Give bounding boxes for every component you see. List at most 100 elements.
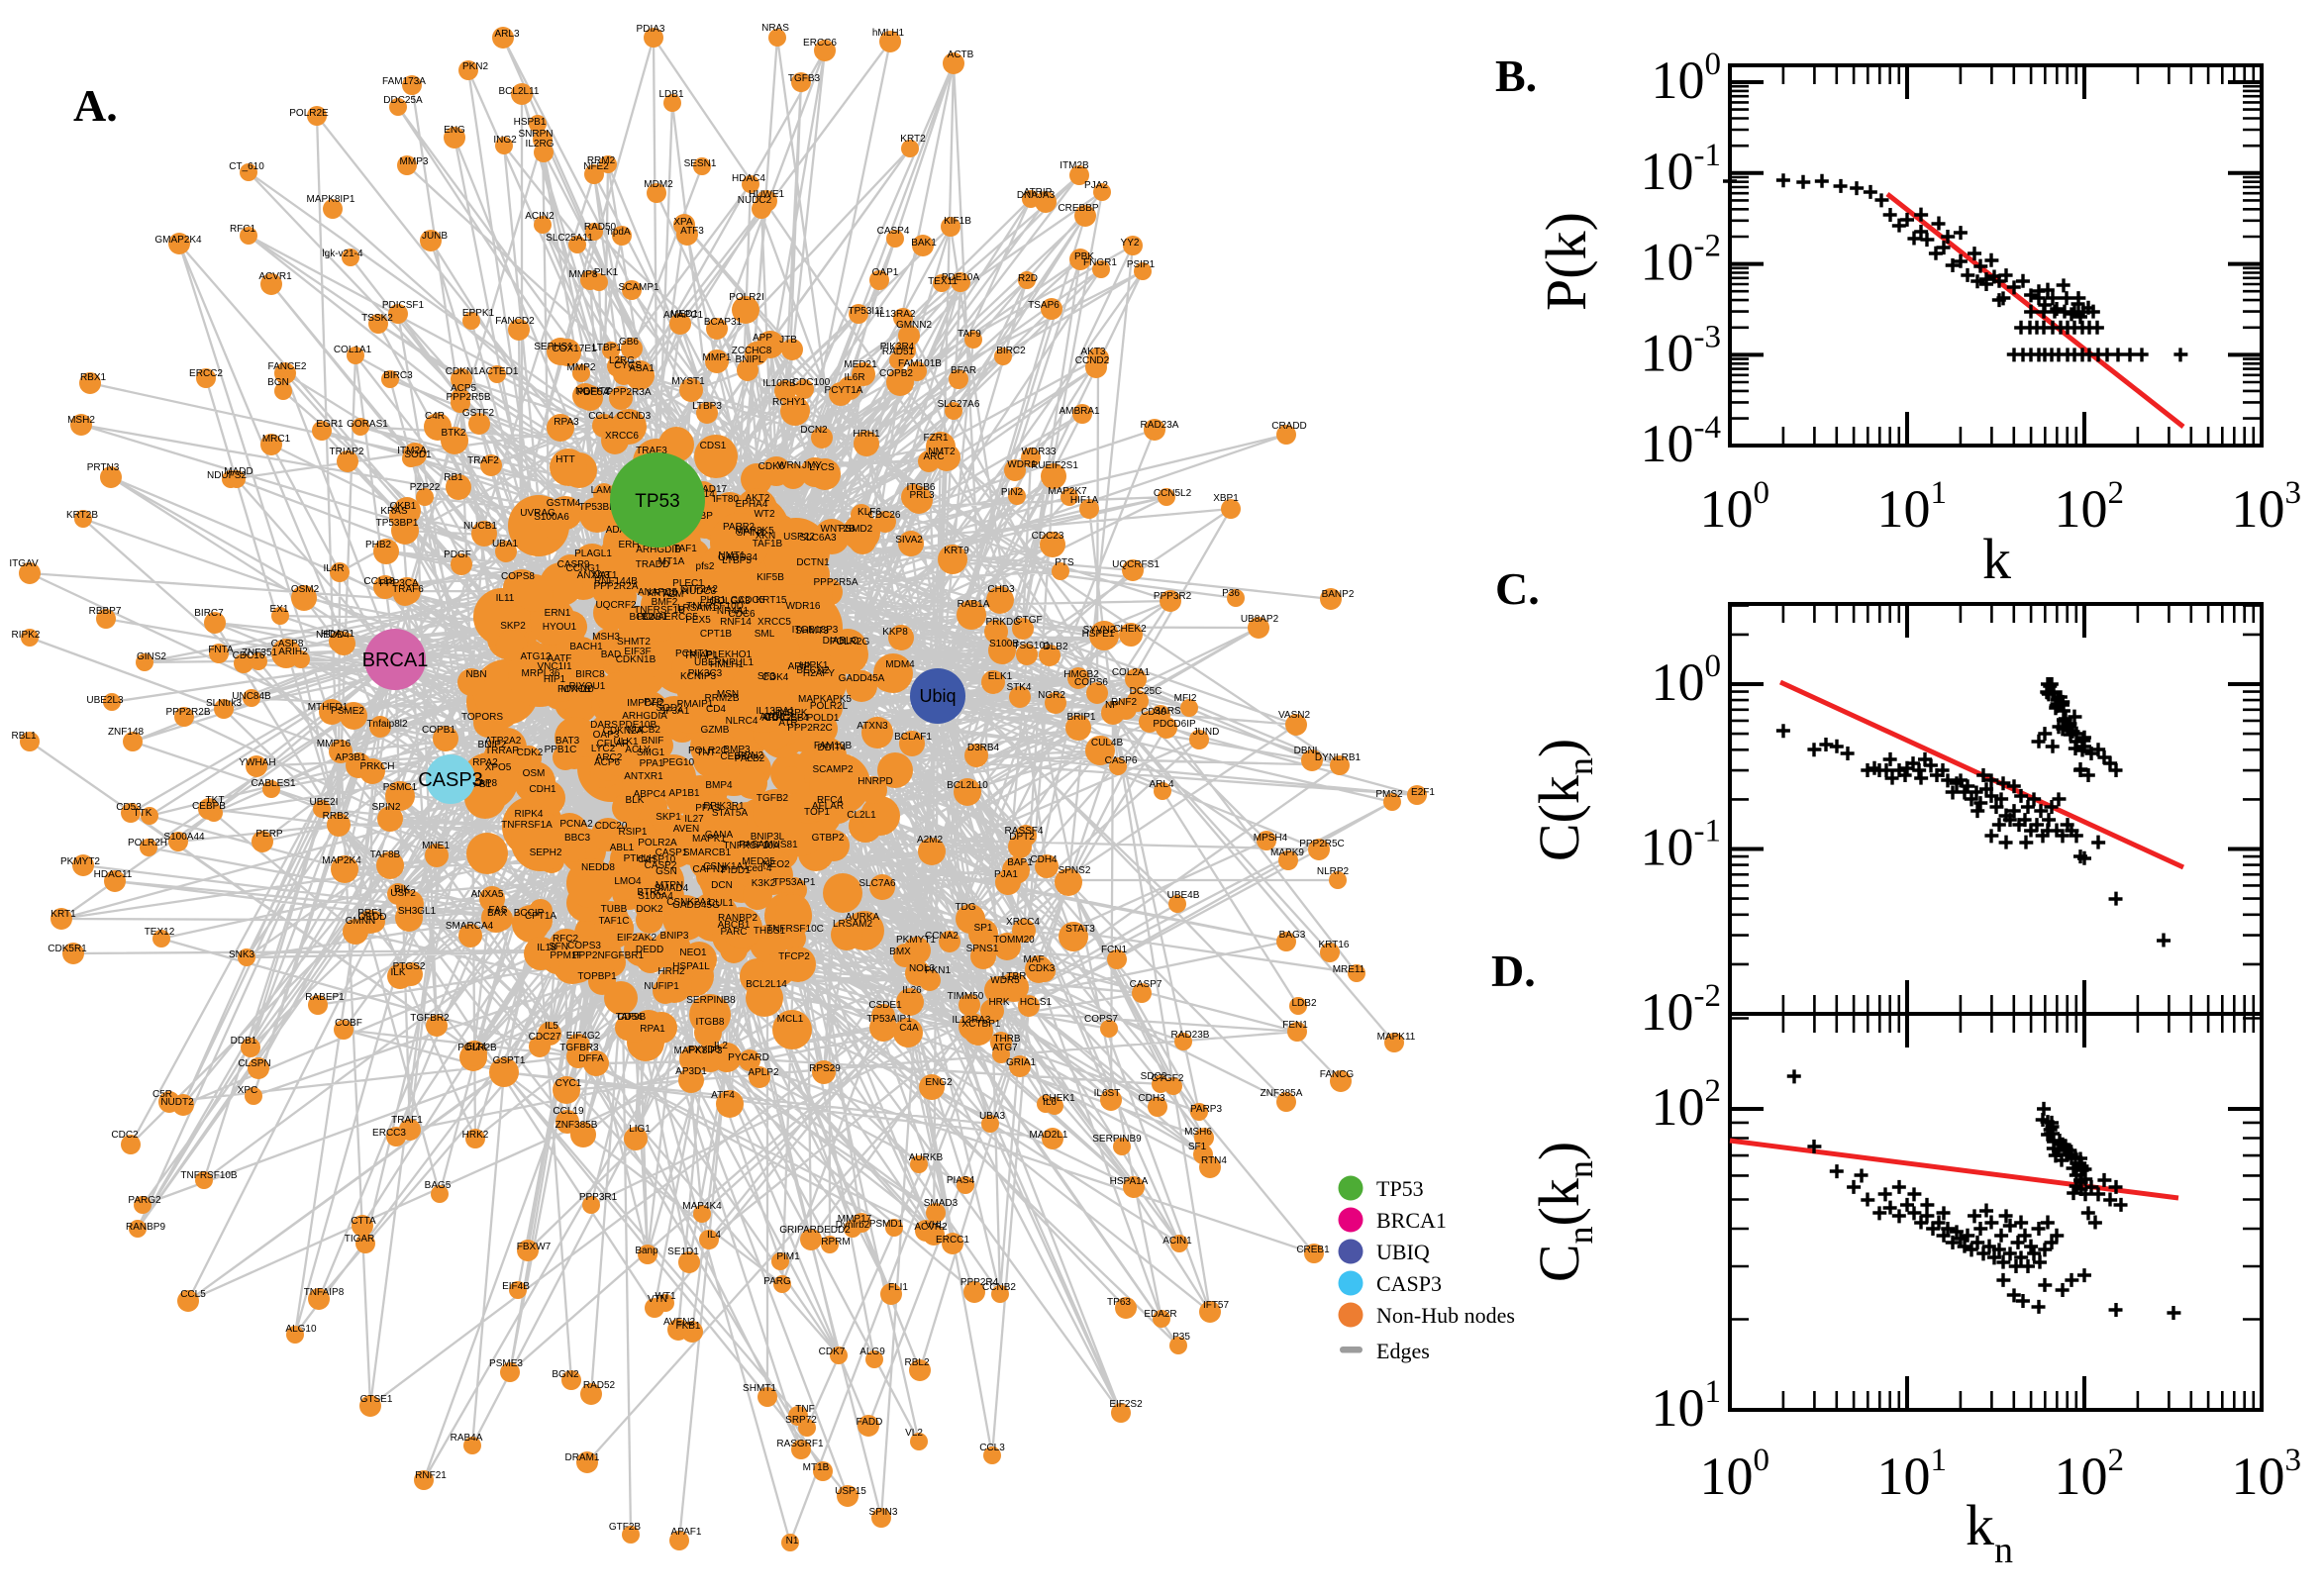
svg-text:GTBP2: GTBP2 [812, 833, 845, 844]
svg-text:XKN: XKN [756, 531, 776, 542]
svg-text:PEG10: PEG10 [662, 757, 695, 768]
svg-text:COPS7: COPS7 [1084, 1014, 1118, 1025]
svg-text:ERH: ERH [618, 540, 639, 550]
svg-text:NOL3: NOL3 [909, 963, 936, 974]
svg-text:Tnfaip8l2: Tnfaip8l2 [366, 719, 408, 730]
svg-text:TAF9B: TAF9B [616, 1012, 647, 1023]
svg-text:CCL19: CCL19 [553, 1106, 584, 1117]
svg-text:DDIT4: DDIT4 [818, 743, 847, 753]
svg-text:HDAC4: HDAC4 [732, 173, 765, 184]
svg-text:ITM2B: ITM2B [1060, 160, 1089, 171]
svg-text:SLC6A3: SLC6A3 [799, 533, 837, 544]
svg-text:IL11: IL11 [496, 593, 515, 604]
svg-text:PSME3: PSME3 [489, 1358, 523, 1369]
svg-text:Dynlrb2: Dynlrb2 [836, 1220, 870, 1231]
svg-text:KRT16: KRT16 [1319, 940, 1350, 950]
svg-text:PLAGL1: PLAGL1 [574, 549, 612, 559]
svg-text:KRT1: KRT1 [50, 909, 76, 920]
svg-text:RRM2: RRM2 [587, 155, 616, 166]
svg-text:MED1: MED1 [670, 309, 698, 320]
svg-text:SHMT3: SHMT3 [795, 626, 829, 637]
svg-text:UBE4B: UBE4B [1167, 890, 1200, 901]
svg-text:SMAD3: SMAD3 [924, 1198, 959, 1209]
svg-text:MAD2L1: MAD2L1 [1030, 1130, 1068, 1141]
svg-text:TIMM50: TIMM50 [948, 991, 984, 1002]
svg-text:102: 102 [2055, 475, 2125, 539]
svg-text:CCNA2: CCNA2 [925, 931, 959, 942]
svg-text:OSM2: OSM2 [291, 584, 320, 595]
svg-text:FCN1: FCN1 [1101, 945, 1128, 955]
svg-text:IL5: IL5 [545, 1021, 558, 1032]
svg-text:CDK6: CDK6 [758, 461, 785, 472]
svg-text:P36: P36 [1222, 588, 1240, 599]
svg-text:TEX11: TEX11 [928, 276, 958, 287]
svg-text:TP53BP2: TP53BP2 [579, 502, 622, 513]
svg-text:ITM2A: ITM2A [397, 446, 427, 456]
svg-text:LIG1: LIG1 [629, 1124, 651, 1135]
svg-text:PTS: PTS [1055, 557, 1074, 568]
svg-text:ACP5: ACP5 [451, 383, 477, 394]
svg-text:POLR2G: POLR2G [830, 637, 870, 648]
svg-text:POLR2L: POLR2L [810, 701, 849, 712]
svg-text:PARP3: PARP3 [1190, 1104, 1222, 1115]
svg-text:MDM4: MDM4 [885, 659, 915, 670]
svg-text:RNF14: RNF14 [720, 617, 752, 628]
svg-text:CDC16: CDC16 [233, 650, 265, 661]
svg-text:BMP4: BMP4 [705, 780, 733, 791]
svg-text:CDC26: CDC26 [868, 510, 901, 521]
svg-text:npdA: npdA [607, 227, 631, 238]
svg-text:KRT15: KRT15 [757, 595, 787, 606]
svg-text:ILK: ILK [390, 967, 405, 978]
svg-text:NUCB2: NUCB2 [627, 725, 660, 736]
svg-text:GANA: GANA [705, 830, 734, 841]
svg-text:SLC7A6: SLC7A6 [858, 878, 896, 889]
svg-text:RFC2: RFC2 [553, 934, 579, 945]
svg-text:ULK1: ULK1 [613, 737, 638, 748]
svg-text:RPRM: RPRM [821, 1237, 850, 1247]
svg-text:WT1: WT1 [655, 1291, 676, 1302]
svg-text:SPNS1: SPNS1 [966, 944, 999, 954]
svg-text:BLK: BLK [626, 795, 645, 806]
svg-text:SE1D1: SE1D1 [667, 1247, 699, 1257]
svg-text:CDC23: CDC23 [1032, 531, 1064, 542]
svg-text:ZNF148: ZNF148 [108, 727, 145, 738]
svg-text:PPP2R2A: PPP2R2A [593, 581, 638, 592]
svg-text:CCND3: CCND3 [617, 411, 652, 422]
svg-text:KRT2B: KRT2B [66, 510, 98, 521]
svg-text:FCN2: FCN2 [738, 750, 764, 761]
svg-text:CCND2: CCND2 [1075, 355, 1110, 366]
svg-text:AVEN: AVEN [673, 824, 700, 835]
svg-text:PPP2R5C: PPP2R5C [1299, 839, 1345, 849]
svg-text:LTBP5: LTBP5 [722, 555, 752, 566]
svg-text:NEO1: NEO1 [679, 948, 707, 958]
svg-text:KRT2: KRT2 [900, 134, 926, 145]
svg-text:CCDC5: CCDC5 [731, 595, 765, 606]
svg-text:CTED1: CTED1 [486, 366, 519, 377]
svg-text:WDR1: WDR1 [1007, 459, 1037, 470]
svg-text:ZNF385B: ZNF385B [556, 1120, 598, 1131]
svg-text:SKP1: SKP1 [656, 812, 681, 823]
svg-text:IL10RB: IL10RB [762, 378, 796, 389]
svg-text:FEN1: FEN1 [1282, 1020, 1308, 1031]
svg-text:NFE2: NFE2 [583, 161, 609, 172]
svg-text:BAP1: BAP1 [1007, 857, 1033, 868]
svg-text:TP53: TP53 [635, 491, 679, 512]
svg-text:PLEC1: PLEC1 [672, 578, 704, 589]
svg-text:MED25: MED25 [742, 856, 775, 867]
svg-text:BGN2: BGN2 [552, 1369, 579, 1380]
svg-text:MAP4K4: MAP4K4 [682, 1201, 722, 1212]
svg-text:SRP72: SRP72 [785, 1415, 817, 1426]
svg-text:Edges: Edges [1376, 1339, 1430, 1363]
svg-text:SERPINB8: SERPINB8 [686, 995, 736, 1006]
svg-text:BRCA1: BRCA1 [1376, 1208, 1447, 1233]
svg-text:IL2: IL2 [714, 1041, 728, 1051]
svg-text:ced-4: ced-4 [747, 863, 771, 874]
svg-text:TIGAR: TIGAR [345, 1234, 375, 1245]
svg-text:DNAJA3: DNAJA3 [1017, 190, 1056, 201]
svg-text:TAF1B: TAF1B [753, 539, 783, 549]
svg-text:PKN1: PKN1 [925, 965, 952, 976]
svg-text:CASP3: CASP3 [1376, 1271, 1442, 1296]
svg-text:CREB1: CREB1 [1296, 1245, 1330, 1255]
svg-text:VNC1I1: VNC1I1 [537, 661, 571, 672]
svg-text:MPSH4: MPSH4 [1254, 833, 1288, 844]
